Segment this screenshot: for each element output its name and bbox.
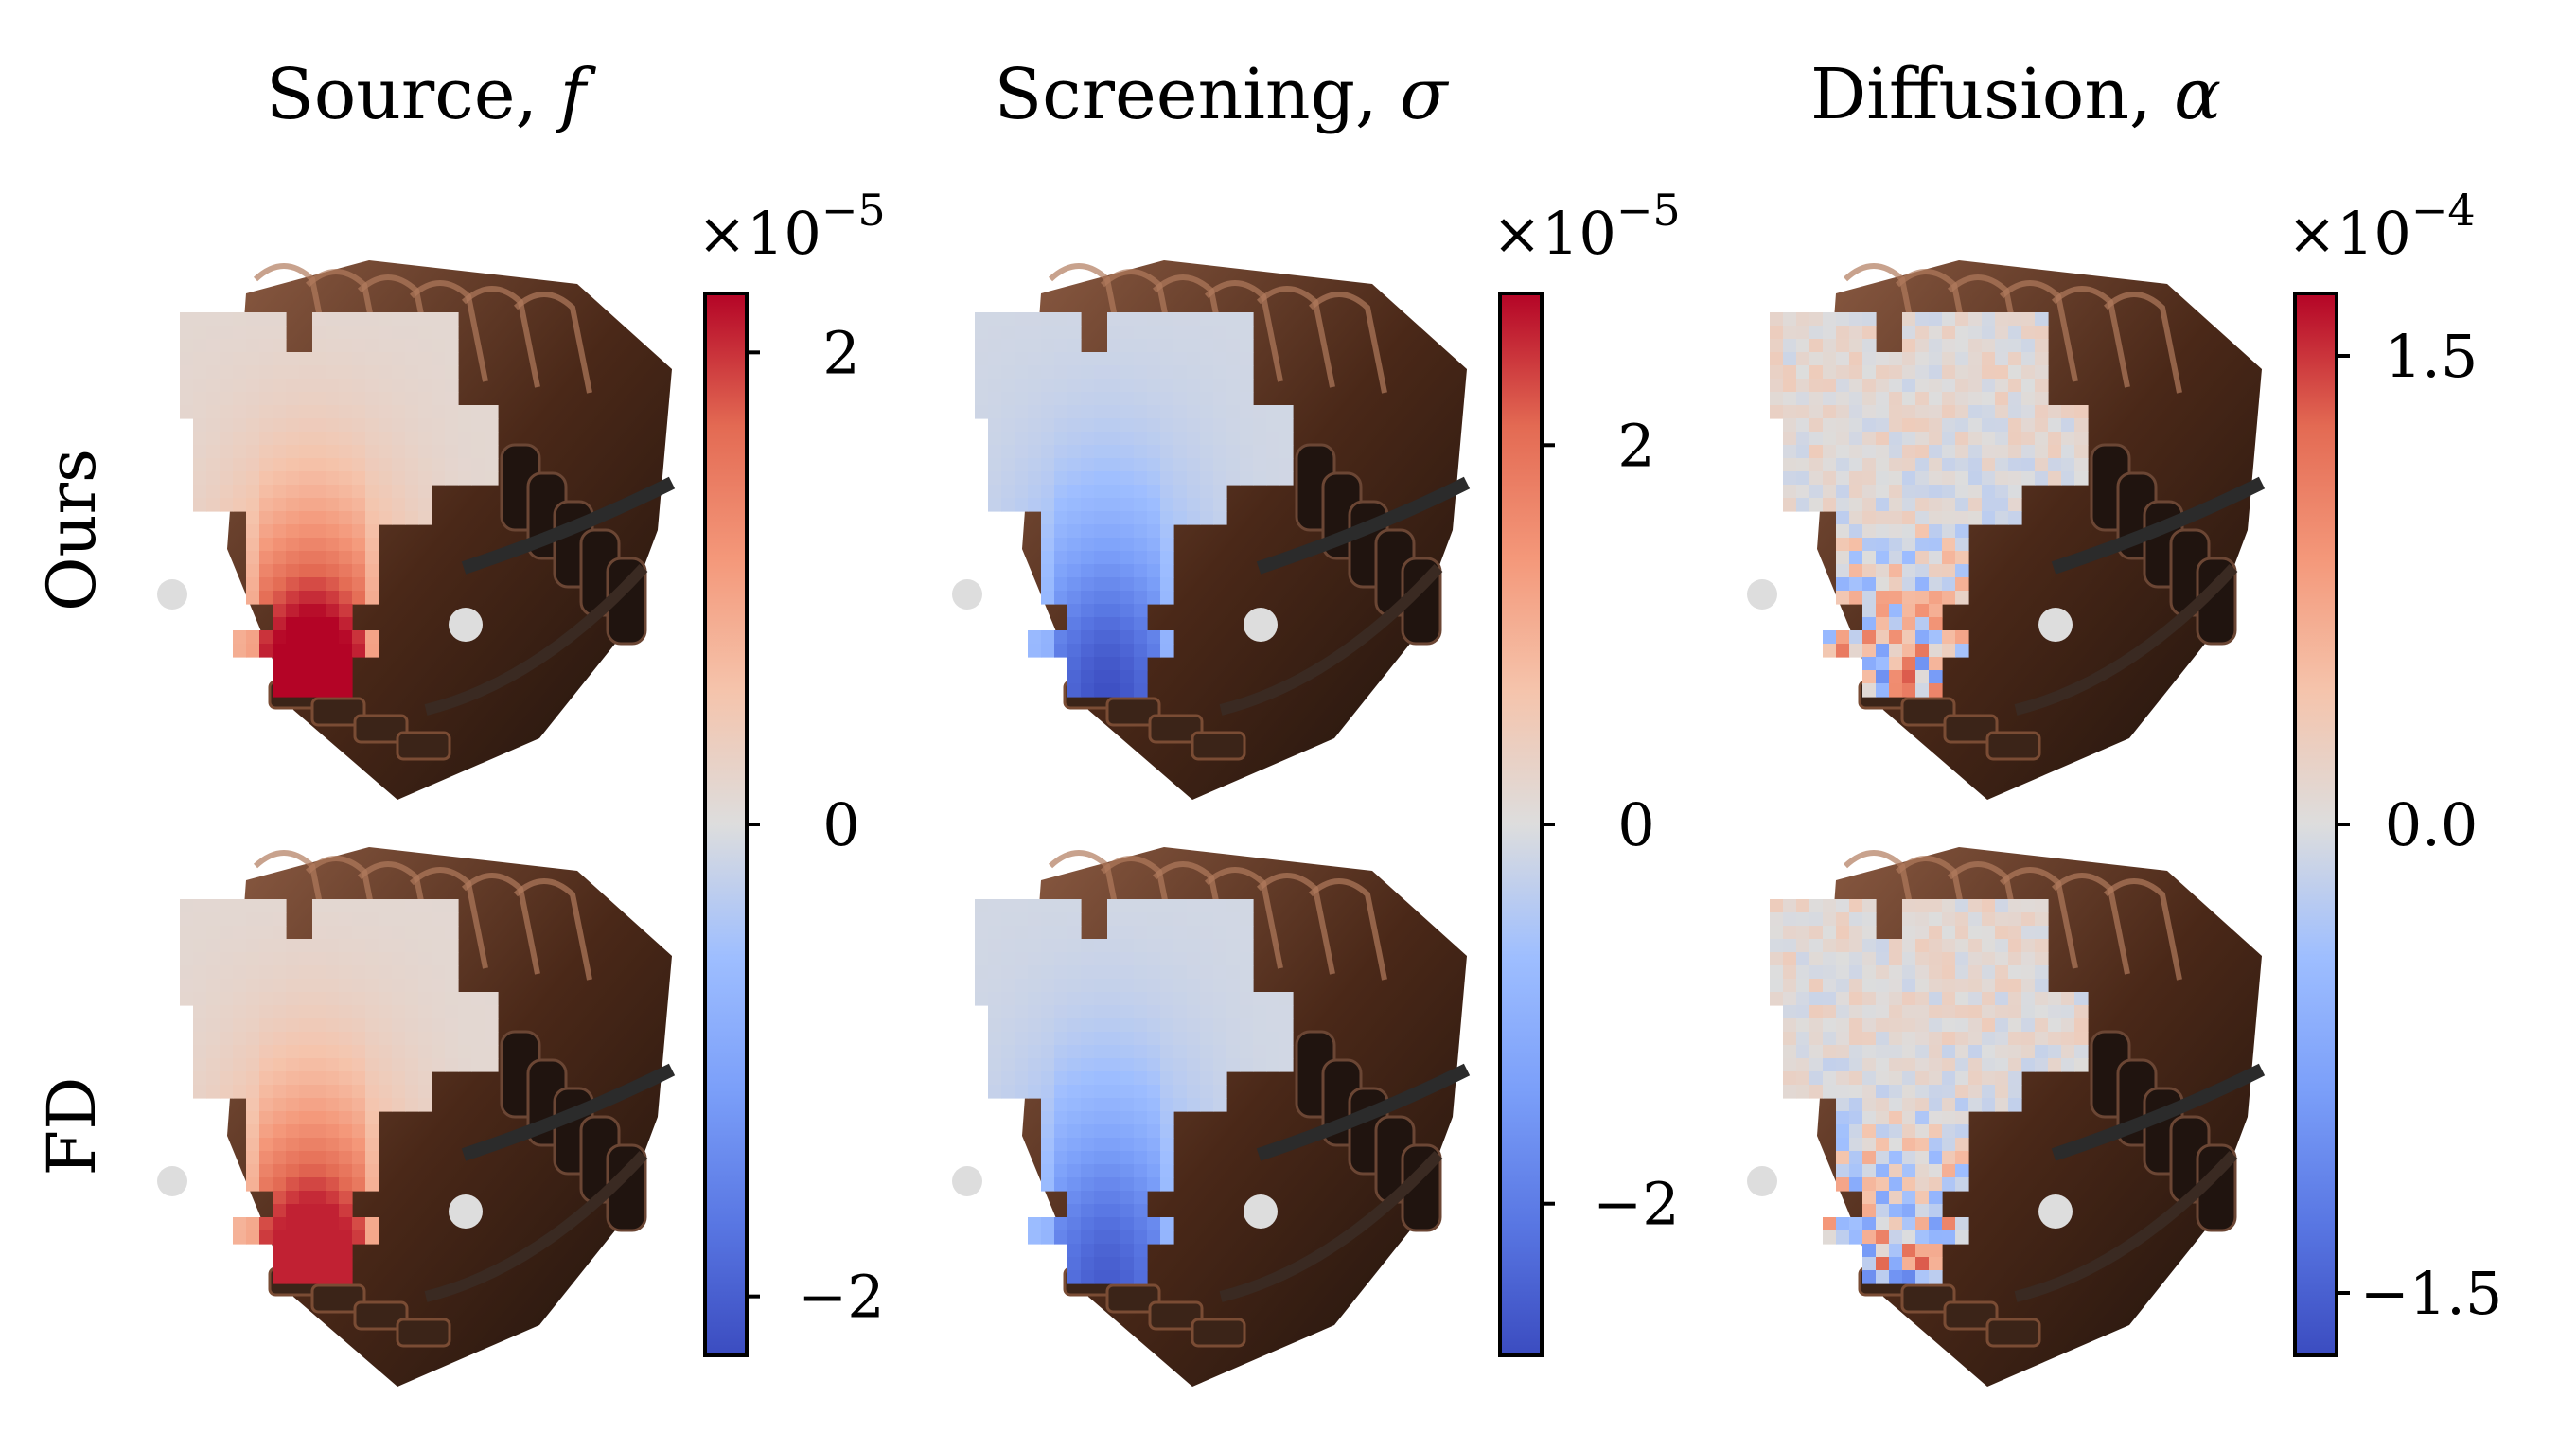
panel-diffusion-fd bbox=[1747, 847, 2266, 1387]
colorbar-tick-label: −2 bbox=[1593, 1170, 1679, 1239]
field-cells bbox=[975, 899, 1294, 1284]
colorbars: ×10−5 2 0 −2 ×10−5 2 0 −2 ×10−4 1.5 0.0 −1.5 bbox=[697, 185, 2503, 1357]
panel-screening-ours bbox=[952, 260, 1471, 800]
colorbar-multiplier: ×10−5 bbox=[1492, 185, 1681, 268]
row-label-ours: Ours bbox=[33, 449, 111, 611]
column-title-diffusion: Diffusion, α bbox=[1810, 54, 2221, 135]
field-cells bbox=[1770, 899, 2089, 1284]
colorbar-tick-label: −2 bbox=[798, 1263, 884, 1332]
colorbar-tick-label: 2 bbox=[1617, 411, 1654, 480]
colorbar-tick-label: 0 bbox=[1617, 790, 1654, 859]
field-cells bbox=[180, 899, 499, 1284]
panels bbox=[157, 260, 2266, 1387]
field-cells bbox=[180, 312, 499, 698]
colorbar-tick-label: −1.5 bbox=[2360, 1259, 2503, 1328]
panel-source-fd bbox=[157, 847, 676, 1387]
colorbar-multiplier: ×10−5 bbox=[697, 185, 886, 268]
colorbar-tick-label: 2 bbox=[822, 318, 859, 387]
colorbar-tick-label: 1.5 bbox=[2385, 322, 2479, 391]
colorbar-tick-label: 0.0 bbox=[2385, 790, 2479, 859]
colorbar-diffusion: ×10−4 1.5 0.0 −1.5 bbox=[2287, 185, 2503, 1357]
colorbar-tick-label: 0 bbox=[822, 790, 859, 859]
colorbar-screening: ×10−5 2 0 −2 bbox=[1492, 185, 1681, 1357]
panel-source-ours bbox=[157, 260, 676, 800]
field-cells bbox=[1770, 312, 2089, 698]
panel-diffusion-ours bbox=[1747, 260, 2266, 800]
colorbar-source: ×10−5 2 0 −2 bbox=[697, 185, 886, 1357]
column-title-screening: Screening, σ bbox=[994, 54, 1450, 135]
colorbar-multiplier: ×10−4 bbox=[2287, 185, 2476, 268]
column-title-source: Source, f bbox=[266, 54, 597, 135]
row-label-fd: FD bbox=[33, 1077, 111, 1176]
field-cells bbox=[975, 312, 1294, 698]
panel-screening-fd bbox=[952, 847, 1471, 1387]
